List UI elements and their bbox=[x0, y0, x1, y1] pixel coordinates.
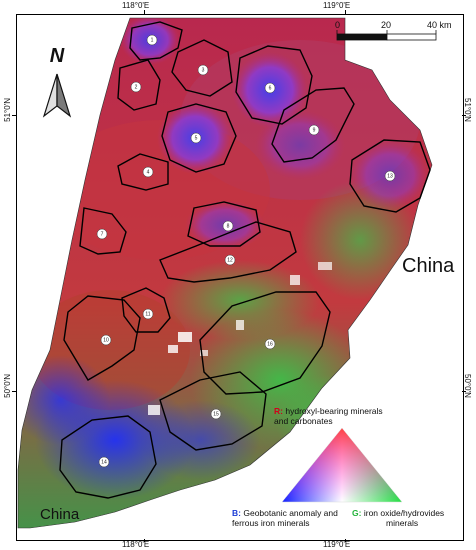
svg-text:2: 2 bbox=[135, 84, 138, 90]
zone-outline-4 bbox=[117, 153, 169, 191]
tick-top-1 bbox=[144, 10, 145, 14]
study-area-outline bbox=[17, 17, 433, 529]
lon-label-bottom-left: 118°0'E bbox=[122, 540, 150, 549]
legend-red-text: hydroxyl-bearing minerals bbox=[285, 406, 383, 416]
zone-marker-6: 6 bbox=[264, 82, 276, 94]
legend-red-text-2: and carbonates bbox=[274, 416, 333, 426]
lat-label-right-lower: 50°0'N bbox=[463, 374, 472, 398]
zone-outline-3 bbox=[171, 39, 233, 97]
legend-blue-letter: B bbox=[232, 508, 239, 518]
lon-label-top-right: 119°0'E bbox=[323, 1, 351, 10]
zone-outline-14 bbox=[59, 415, 157, 499]
zone-outline-9 bbox=[271, 87, 355, 163]
zone-outline-11 bbox=[121, 287, 171, 333]
place-label-china-west: China bbox=[40, 506, 80, 523]
zone-outline-10 bbox=[63, 295, 141, 381]
svg-text:14: 14 bbox=[101, 459, 107, 465]
svg-text:4: 4 bbox=[147, 169, 150, 175]
tick-left-1 bbox=[12, 115, 16, 116]
place-label-china-east: China bbox=[402, 255, 455, 277]
zone-marker-7: 7 bbox=[96, 228, 108, 240]
zone-marker-8: 8 bbox=[222, 220, 234, 232]
svg-text:15: 15 bbox=[213, 411, 219, 417]
north-arrow-icon: N bbox=[42, 45, 72, 118]
scale-label-40: 40 km bbox=[427, 20, 452, 30]
rgb-triangle-legend bbox=[281, 427, 403, 503]
tick-right-1 bbox=[462, 115, 466, 116]
legend-red-letter: R bbox=[274, 406, 281, 416]
zone-marker-10: 10 bbox=[100, 334, 112, 346]
svg-text:12: 12 bbox=[227, 257, 233, 263]
legend-red: R: hydroxyl-bearing minerals and carbona… bbox=[274, 406, 383, 426]
zone-marker-2: 2 bbox=[130, 81, 142, 93]
lon-label-bottom-right: 119°0'E bbox=[323, 540, 351, 549]
tick-bottom-2 bbox=[345, 539, 346, 542]
zone-outline-7 bbox=[79, 207, 127, 255]
svg-text:5: 5 bbox=[195, 135, 198, 141]
zone-outline-5 bbox=[161, 103, 237, 173]
scale-bar bbox=[336, 30, 437, 41]
legend-blue-text: Geobotanic anomaly and bbox=[243, 508, 338, 518]
zone-markers: 1 2 3 4 5 6 7 8 9 10 11 12 13 14 15 16 bbox=[96, 34, 396, 468]
legend-green-text-2: minerals bbox=[386, 518, 419, 528]
zone-marker-13: 13 bbox=[384, 170, 396, 182]
svg-text:16: 16 bbox=[267, 341, 273, 347]
zone-marker-3: 3 bbox=[197, 64, 209, 76]
tick-top-2 bbox=[345, 10, 346, 14]
legend-blue-text-2: ferrous iron minerals bbox=[232, 518, 310, 528]
zone-outline-13 bbox=[349, 139, 431, 213]
scale-label-20: 20 bbox=[381, 20, 392, 30]
zone-marker-5: 5 bbox=[190, 132, 202, 144]
lat-label-right-upper: 51°0'N bbox=[463, 98, 472, 122]
legend-green-text: iron oxide/hydrovides bbox=[363, 508, 445, 518]
zone-outline-1 bbox=[129, 21, 183, 61]
zone-outline-12 bbox=[159, 221, 297, 283]
zone-outline-16 bbox=[199, 291, 331, 395]
zone-marker-4: 4 bbox=[142, 166, 154, 178]
tick-right-2 bbox=[462, 391, 466, 392]
legend-blue: B: Geobotanic anomaly and ferrous iron m… bbox=[232, 508, 338, 528]
svg-text:13: 13 bbox=[387, 173, 393, 179]
tick-left-2 bbox=[12, 391, 16, 392]
anomaly-zones bbox=[59, 21, 431, 499]
zone-outline-8 bbox=[187, 201, 261, 247]
lon-label-top-left: 118°0'E bbox=[122, 1, 150, 10]
scale-label-0: 0 bbox=[335, 20, 341, 30]
svg-text:6: 6 bbox=[269, 85, 272, 91]
zone-marker-9: 9 bbox=[308, 124, 320, 136]
zone-marker-11: 11 bbox=[142, 308, 154, 320]
zone-outline-6 bbox=[235, 45, 313, 125]
svg-text:8: 8 bbox=[227, 223, 230, 229]
legend-green: G: iron oxide/hydrovides minerals bbox=[352, 508, 445, 528]
zone-marker-12: 12 bbox=[224, 254, 236, 266]
zone-outline-2 bbox=[117, 59, 161, 111]
svg-text:11: 11 bbox=[145, 311, 150, 317]
svg-text:10: 10 bbox=[103, 337, 109, 343]
north-letter: N bbox=[50, 45, 65, 67]
svg-text:7: 7 bbox=[101, 231, 104, 237]
zone-marker-15: 15 bbox=[210, 408, 222, 420]
svg-text:9: 9 bbox=[313, 127, 316, 133]
svg-text:1: 1 bbox=[151, 37, 154, 43]
zone-marker-1: 1 bbox=[146, 34, 158, 46]
legend-green-letter: G bbox=[352, 508, 359, 518]
zone-marker-16: 16 bbox=[264, 338, 276, 350]
svg-text:3: 3 bbox=[202, 67, 205, 73]
zone-outline-15 bbox=[159, 371, 267, 451]
zone-marker-14: 14 bbox=[98, 456, 110, 468]
tick-bottom-1 bbox=[144, 539, 145, 542]
